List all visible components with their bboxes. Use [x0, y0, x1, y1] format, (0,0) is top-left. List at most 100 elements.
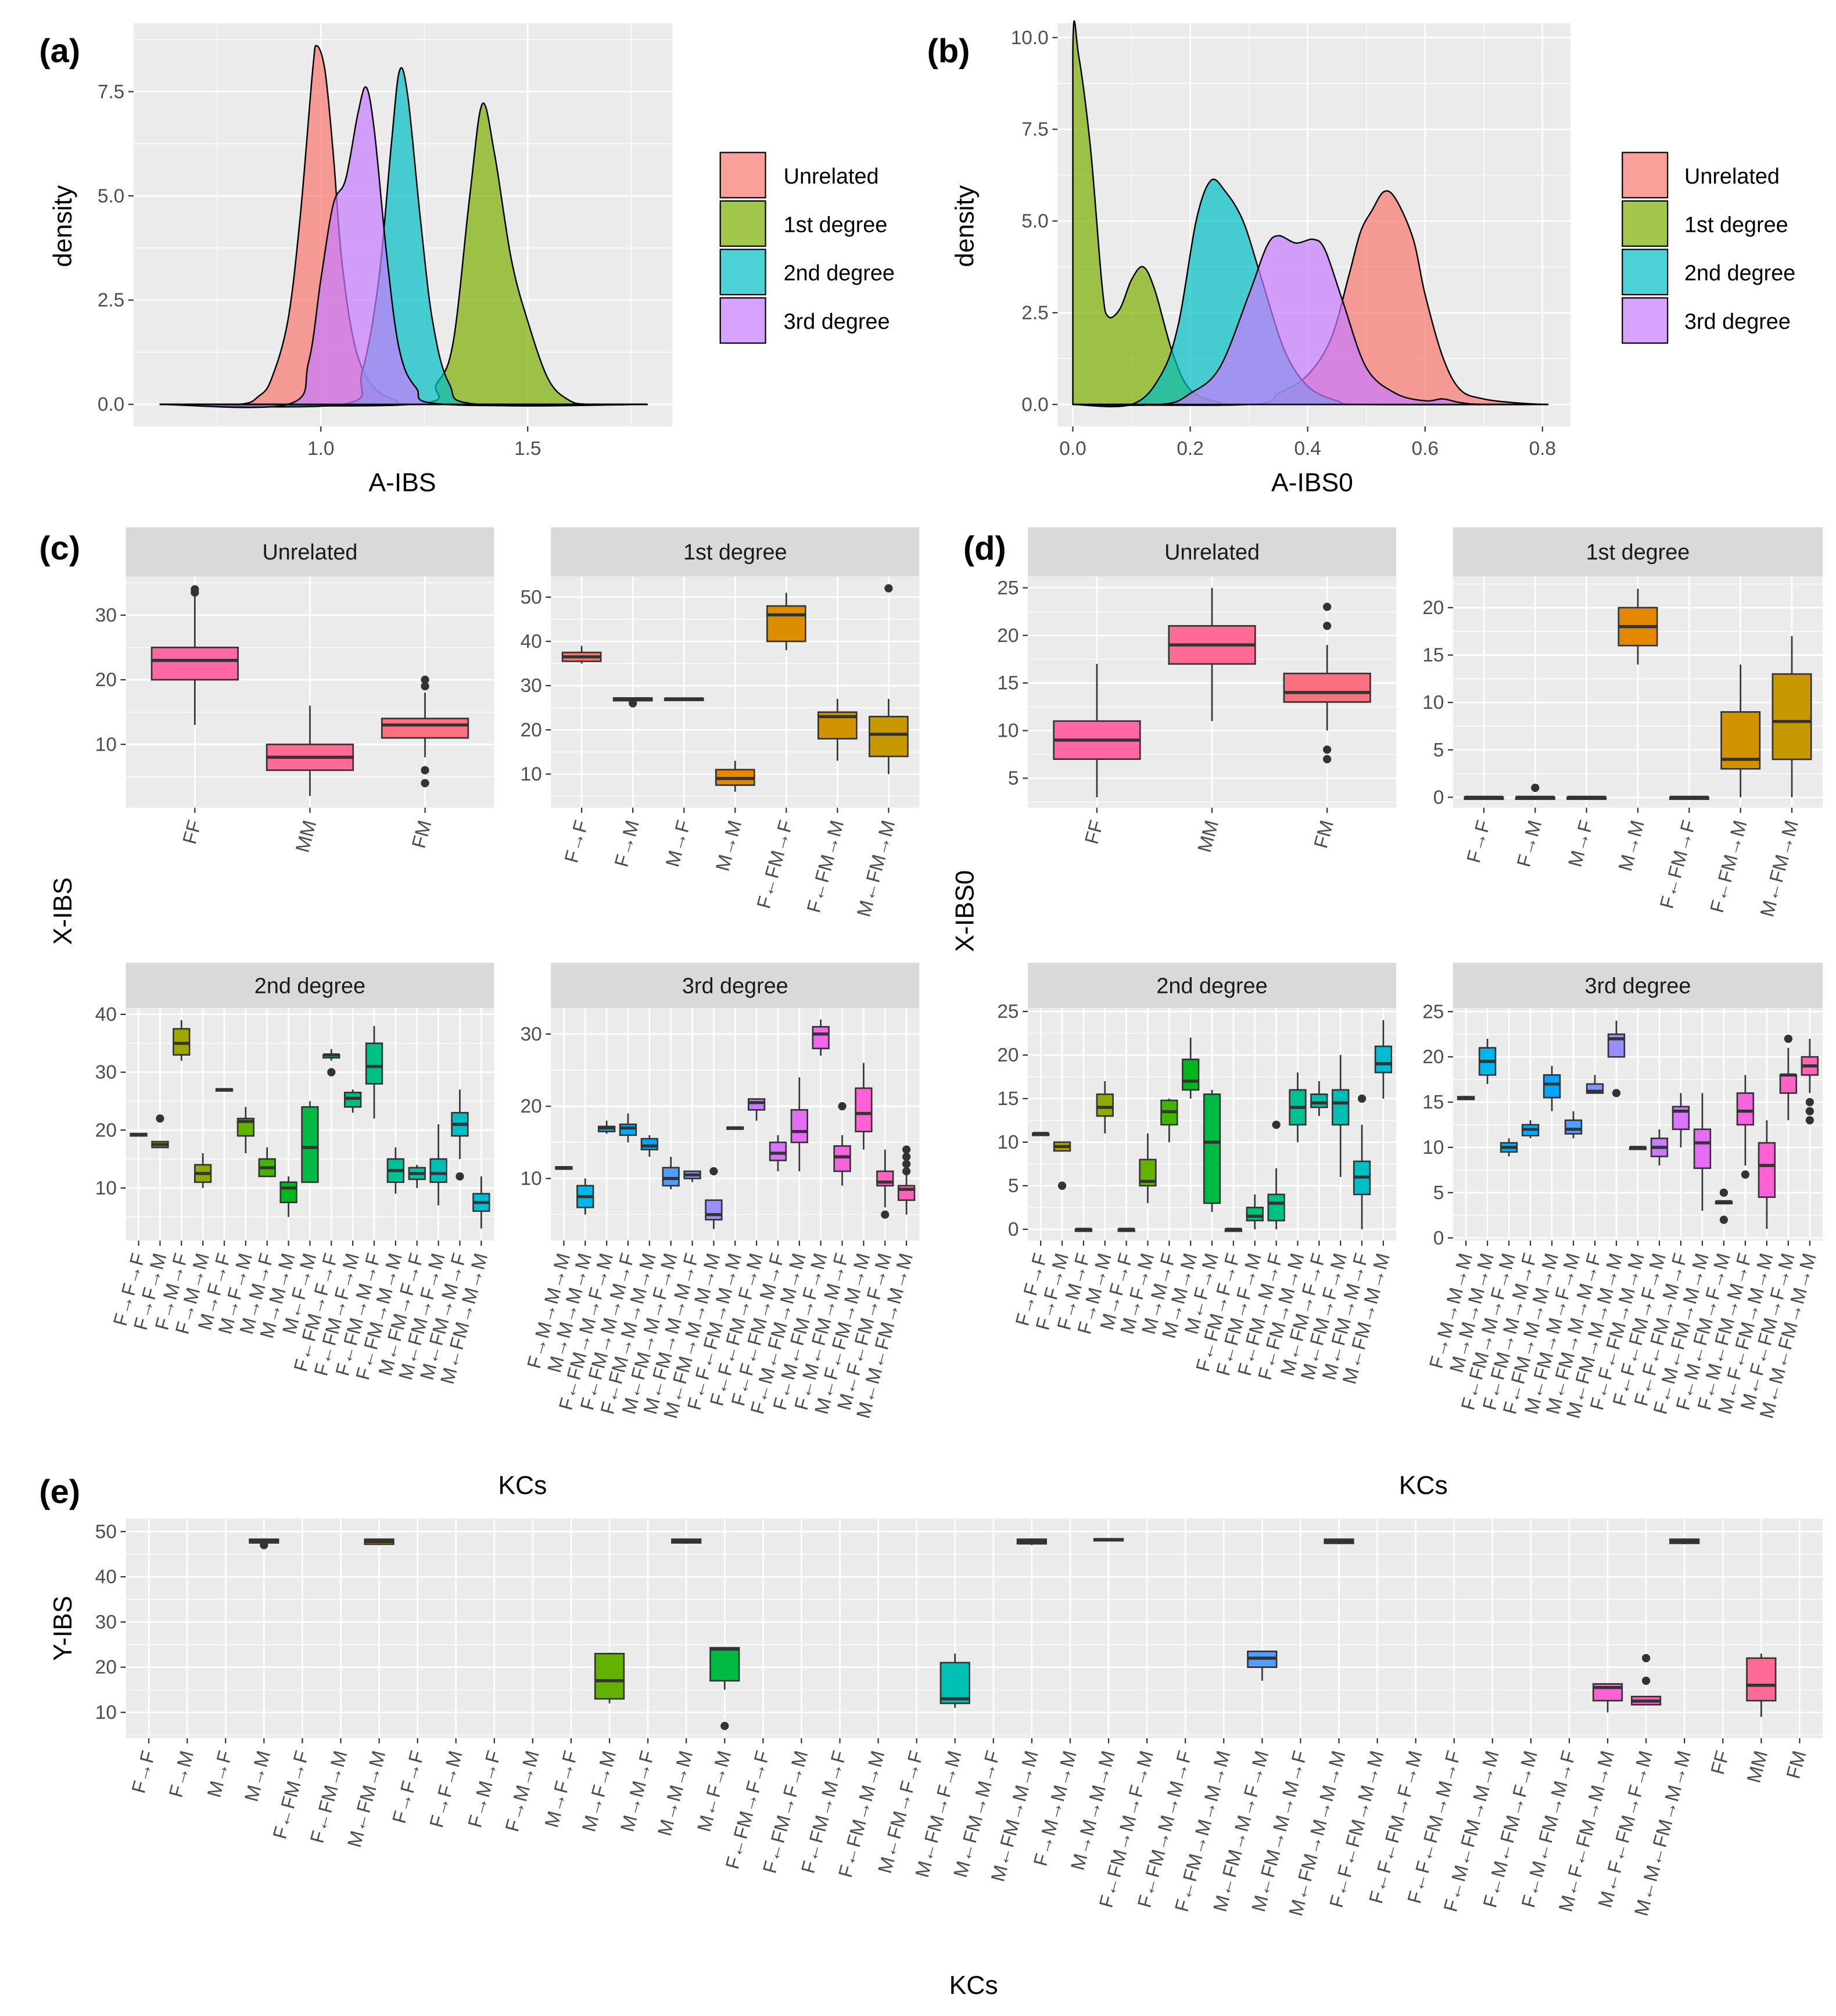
facet-strip-title: 1st degree [683, 540, 787, 565]
y-tick-label: 2.5 [98, 290, 124, 311]
boxplot [1758, 1120, 1776, 1229]
facet-strip [125, 963, 494, 1008]
boxplot [1618, 589, 1658, 665]
x-tick-label: F←FM→F [269, 1749, 313, 1842]
density-panel-b: 0.0 0.2 0.4 0.6 0.8 0.0 2.5 5.0 7.5 10.0 Unrelated… [1011, 20, 1795, 460]
y-tick-label: 0.0 [1021, 394, 1048, 415]
outlier-point [1784, 1034, 1792, 1043]
y-axis-title-e: Y-IBS [49, 1596, 77, 1661]
boxplot [709, 1646, 740, 1730]
boxplot [1715, 1188, 1733, 1224]
boxplot [766, 593, 806, 651]
panel-label-c: (c) [39, 530, 80, 567]
x-tick-label: F→F→M [426, 1749, 467, 1830]
box-iqr [1246, 1207, 1264, 1222]
facet-strip [1028, 963, 1397, 1008]
boxplot [1746, 1653, 1777, 1717]
y-tick-label: 10 [997, 720, 1019, 742]
y-tick-label: 10 [997, 1132, 1019, 1153]
y-axis-title-d: X-IBS0 [951, 870, 980, 952]
boxplot [1182, 1037, 1200, 1099]
box-iqr [1332, 1089, 1350, 1126]
boxplot [769, 1135, 787, 1172]
y-tick-label: 20 [521, 1096, 542, 1117]
boxplot [364, 1538, 395, 1545]
box-iqr [1736, 1092, 1755, 1126]
y-tick-label: 30 [521, 1024, 542, 1045]
x-tick-label: M→M→M [654, 1749, 698, 1839]
boxplot [897, 1145, 916, 1215]
boxplot [664, 697, 704, 701]
boxplot [1139, 1133, 1157, 1203]
boxplot [790, 1077, 808, 1172]
box-facet-d-1st-degree: 1st degree 0 5 10 15 20 F→F F→M M→F M→M F←FM→F F←FM… [1422, 527, 1823, 919]
y-axis-title-c: X-IBS [49, 877, 77, 945]
boxplot [726, 1126, 744, 1130]
box-iqr [812, 1025, 830, 1049]
x-tick-label: M→F [203, 1749, 236, 1800]
legend-label: 3rd degree [784, 310, 890, 334]
y-tick-label: 15 [997, 1088, 1019, 1110]
facet-strip [1453, 963, 1823, 1008]
y-tick-label: 0.0 [98, 394, 124, 415]
y-tick-label: 5 [1433, 1182, 1444, 1204]
boxplot [472, 1176, 490, 1229]
boxplot [1224, 1228, 1243, 1232]
boxplot [747, 1098, 766, 1121]
y-tick-label: 10 [1422, 1137, 1444, 1158]
facet-strip-title: Unrelated [1164, 540, 1260, 565]
box-iqr [1310, 1093, 1328, 1109]
boxplot [1093, 1538, 1124, 1542]
y-tick-label: 7.5 [98, 81, 124, 103]
y-tick-label: 20 [1422, 597, 1444, 619]
x-tick-label: FM [1783, 1749, 1810, 1781]
outlier-point [902, 1145, 911, 1154]
outlier-point [902, 1160, 911, 1168]
x-tick-label: M→M [712, 818, 747, 873]
box-iqr [381, 718, 469, 739]
x-tick-label: M←FM→M [854, 818, 900, 919]
y-tick-label: 50 [521, 587, 542, 608]
x-tick-label: 0.8 [1529, 438, 1556, 460]
x-tick-label: MM [1743, 1749, 1772, 1785]
outlier-point [1741, 1170, 1750, 1179]
box-iqr [1182, 1059, 1200, 1091]
boxplot [381, 675, 469, 788]
boxplot [1464, 795, 1504, 800]
x-tick-label: F←FM→F [1656, 818, 1700, 911]
x-tick-label: 0.0 [1059, 438, 1086, 460]
x-tick-label: M←F→M [694, 1749, 736, 1834]
boxplot [1457, 1096, 1475, 1100]
box-iqr [301, 1106, 319, 1183]
outlier-point [884, 584, 893, 593]
y-tick-label: 30 [95, 1062, 117, 1084]
boxplot [279, 1176, 297, 1217]
x-tick-label: M←FM→M [1756, 818, 1803, 919]
y-tick-label: 15 [997, 673, 1019, 694]
panel-label-a: (a) [39, 33, 80, 70]
boxplot [817, 698, 858, 761]
x-tick-label: F→M [1513, 818, 1546, 869]
boxplot [812, 1019, 830, 1056]
legend-label: Unrelated [1684, 164, 1780, 189]
boxplot [301, 1101, 319, 1183]
box-facet-e-all: 10 20 30 40 50 F→F F→M M→F M→MF←FM→FF←FM→MM←FM→M… [95, 1518, 1823, 1918]
legend-key [719, 200, 766, 247]
y-tick-label: 40 [95, 1566, 117, 1588]
outlier-point [1531, 783, 1540, 792]
x-tick-label: F→F [1463, 818, 1495, 865]
facet-strip [1028, 527, 1397, 577]
boxplot [833, 1102, 851, 1186]
boxplot [1630, 1653, 1662, 1706]
y-tick-label: 5 [1433, 740, 1444, 761]
x-tick-label: F←FM→M [803, 818, 848, 915]
box-iqr [1283, 672, 1371, 703]
box-iqr [833, 1145, 851, 1172]
box-iqr [1096, 1093, 1114, 1117]
y-tick-label: 2.5 [1021, 302, 1048, 324]
boxplot [876, 1149, 894, 1219]
legend-key [719, 152, 766, 199]
x-tick-label: 0.6 [1412, 438, 1439, 460]
boxplot [1650, 1129, 1669, 1166]
boxplot [1564, 1111, 1583, 1139]
